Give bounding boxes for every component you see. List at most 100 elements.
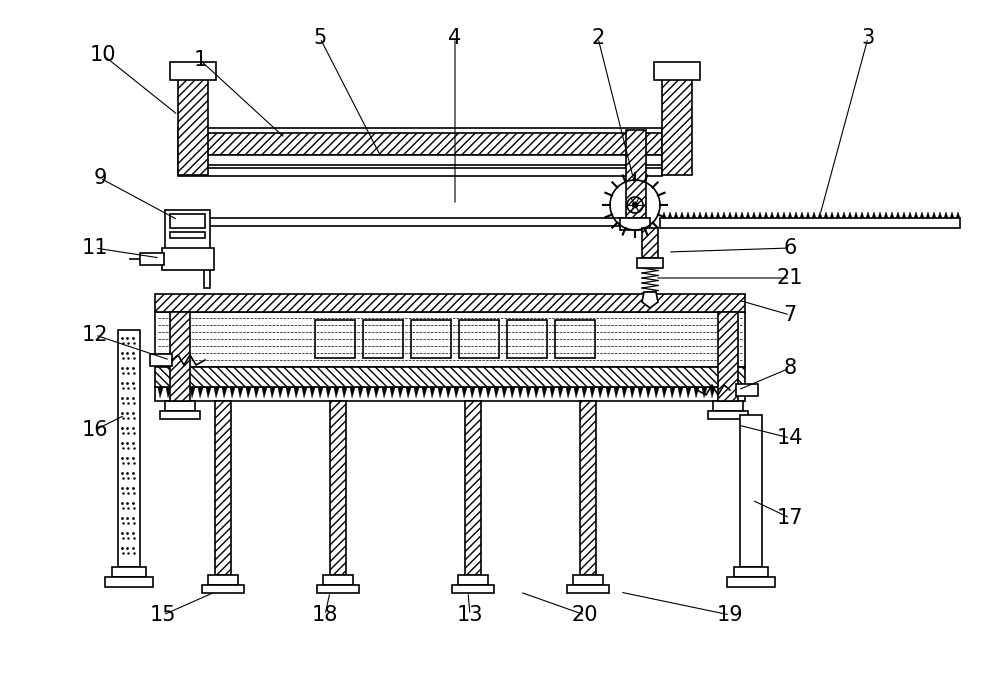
Polygon shape	[806, 212, 810, 218]
Bar	[112, 567, 146, 577]
Polygon shape	[374, 388, 379, 398]
Bar	[459, 320, 499, 358]
Polygon shape	[270, 388, 275, 398]
Text: 2: 2	[591, 28, 605, 48]
Polygon shape	[668, 212, 672, 218]
Bar	[150, 354, 172, 366]
Bar	[165, 210, 210, 262]
Text: 15: 15	[150, 605, 176, 625]
Bar	[567, 585, 609, 593]
Bar	[660, 218, 960, 228]
Polygon shape	[678, 388, 683, 398]
Polygon shape	[746, 212, 750, 218]
Polygon shape	[818, 212, 822, 218]
Polygon shape	[198, 388, 203, 398]
Polygon shape	[710, 388, 715, 398]
Text: 17: 17	[777, 508, 803, 528]
Polygon shape	[382, 388, 387, 398]
Polygon shape	[896, 212, 900, 218]
Bar	[178, 218, 626, 226]
Polygon shape	[430, 388, 435, 398]
Polygon shape	[726, 388, 731, 398]
Bar	[626, 130, 646, 218]
Bar	[170, 62, 216, 80]
Polygon shape	[950, 212, 954, 218]
Polygon shape	[558, 388, 563, 398]
Text: 19: 19	[717, 605, 743, 625]
Bar	[713, 401, 743, 411]
Polygon shape	[190, 388, 195, 398]
Text: 6: 6	[783, 238, 797, 258]
Polygon shape	[884, 212, 888, 218]
Polygon shape	[326, 388, 331, 398]
Bar	[637, 258, 663, 268]
Polygon shape	[286, 388, 291, 398]
Bar	[580, 401, 596, 575]
Polygon shape	[182, 388, 187, 398]
Text: 21: 21	[777, 268, 803, 288]
Bar	[507, 320, 547, 358]
Bar	[734, 567, 768, 577]
Polygon shape	[526, 388, 531, 398]
Polygon shape	[670, 388, 675, 398]
Polygon shape	[606, 388, 611, 398]
Text: 10: 10	[90, 45, 116, 65]
Bar	[202, 585, 244, 593]
Polygon shape	[692, 212, 696, 218]
Bar	[215, 401, 231, 575]
Polygon shape	[740, 212, 744, 218]
Polygon shape	[230, 388, 235, 398]
Polygon shape	[566, 388, 571, 398]
Bar	[170, 232, 205, 238]
Polygon shape	[502, 388, 507, 398]
Bar	[140, 253, 164, 265]
Polygon shape	[764, 212, 768, 218]
Bar	[178, 128, 662, 133]
Bar	[718, 312, 738, 401]
Polygon shape	[638, 388, 643, 398]
Polygon shape	[734, 388, 739, 398]
Bar	[458, 575, 488, 585]
Polygon shape	[800, 212, 804, 218]
Polygon shape	[718, 388, 723, 398]
Polygon shape	[794, 212, 798, 218]
Polygon shape	[630, 388, 635, 398]
Polygon shape	[848, 212, 852, 218]
Polygon shape	[932, 212, 936, 218]
Polygon shape	[414, 388, 419, 398]
Polygon shape	[680, 212, 684, 218]
Bar	[178, 75, 208, 175]
Polygon shape	[302, 388, 307, 398]
Text: 5: 5	[313, 28, 327, 48]
Polygon shape	[246, 388, 251, 398]
Polygon shape	[590, 388, 595, 398]
Polygon shape	[662, 388, 667, 398]
Bar	[170, 312, 190, 401]
Polygon shape	[812, 212, 816, 218]
Polygon shape	[174, 388, 179, 398]
Polygon shape	[166, 388, 171, 398]
Polygon shape	[318, 388, 323, 398]
Polygon shape	[674, 212, 678, 218]
Bar	[178, 168, 662, 176]
Bar	[363, 320, 403, 358]
Polygon shape	[878, 212, 882, 218]
Bar	[118, 330, 140, 567]
Polygon shape	[406, 388, 411, 398]
Bar	[178, 130, 662, 155]
Polygon shape	[782, 212, 786, 218]
Polygon shape	[776, 212, 780, 218]
Polygon shape	[956, 212, 960, 218]
Polygon shape	[422, 388, 427, 398]
Polygon shape	[438, 388, 443, 398]
Polygon shape	[836, 212, 840, 218]
Polygon shape	[390, 388, 395, 398]
Polygon shape	[646, 388, 651, 398]
Polygon shape	[686, 212, 690, 218]
Polygon shape	[158, 388, 163, 398]
Bar	[452, 585, 494, 593]
Polygon shape	[398, 388, 403, 398]
Text: 7: 7	[783, 305, 797, 325]
Bar	[654, 62, 700, 80]
Text: 9: 9	[93, 168, 107, 188]
